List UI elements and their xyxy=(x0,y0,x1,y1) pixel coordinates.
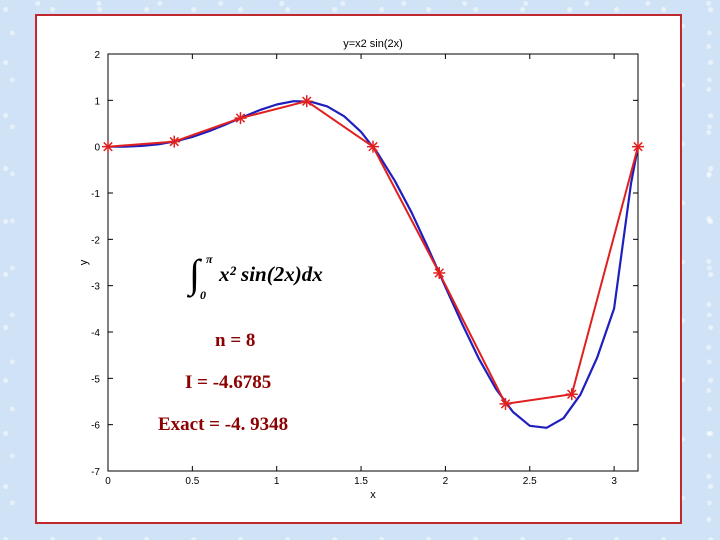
chart-title: y=x2 sin(2x) xyxy=(343,38,403,50)
sample-point-marker xyxy=(168,135,181,148)
sample-point-marker xyxy=(367,140,380,153)
sample-point-marker xyxy=(632,140,645,153)
sample-point-marker xyxy=(433,266,446,279)
chart-frame: 0 0.5 1 1.5 2 2.5 3 2 1 0 -1 -2 -3 -4 -5 -6 -7 y=x2 sin(2… xyxy=(35,14,682,524)
y-tick-label: 0 xyxy=(94,143,100,154)
y-tick-label: -5 xyxy=(91,374,100,385)
y-tick-label: 2 xyxy=(94,50,100,61)
x-tick-label: 2 xyxy=(443,476,449,487)
x-tick-label: 1 xyxy=(274,476,280,487)
y-tick-label: -6 xyxy=(91,421,100,432)
n-label: n = 8 xyxy=(215,330,256,351)
x-tick-label: 2.5 xyxy=(523,476,537,487)
integral-body: x² sin(2x)dx xyxy=(219,262,323,286)
x-tick-label: 1.5 xyxy=(354,476,368,487)
sample-point-marker xyxy=(102,140,114,153)
y-tick-label: -4 xyxy=(91,328,100,339)
exact-result: Exact = -4. 9348 xyxy=(158,414,289,435)
x-tick-label: 0 xyxy=(105,476,111,487)
sample-point-marker xyxy=(499,397,512,410)
y-tick-label: -1 xyxy=(91,189,100,200)
y-tick-label: 1 xyxy=(94,96,100,107)
y-tick-label: -7 xyxy=(91,467,100,478)
x-tick-label: 3 xyxy=(611,476,617,487)
plot-area-box xyxy=(107,53,639,472)
function-curve xyxy=(107,100,640,429)
sample-point-marker xyxy=(565,388,578,401)
sample-point-marker xyxy=(234,112,247,125)
integral-lower-limit: 0 xyxy=(200,288,206,302)
approx-result: I = -4.6785 xyxy=(185,372,272,393)
x-tick-label: 0.5 xyxy=(185,476,199,487)
y-tick-label: -3 xyxy=(91,282,100,293)
integral-sign: ∫ xyxy=(189,251,200,296)
x-axis-label: x xyxy=(370,489,376,501)
integral-upper-limit: π xyxy=(206,252,213,266)
y-tick-label: -2 xyxy=(91,235,100,246)
sample-point-marker xyxy=(300,95,313,108)
chart-svg: 0 0.5 1 1.5 2 2.5 3 2 1 0 -1 -2 -3 -4 -5 -6 -7 y=x2 sin(2… xyxy=(78,38,645,501)
y-axis-label: y xyxy=(78,259,90,265)
